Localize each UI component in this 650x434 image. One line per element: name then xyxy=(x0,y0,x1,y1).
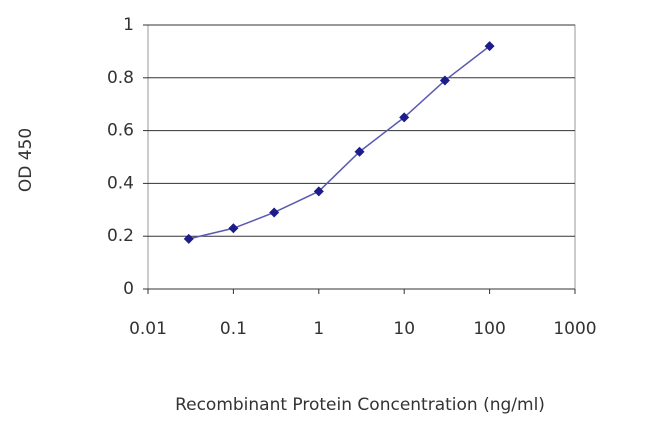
x-tick-label: 0.1 xyxy=(220,319,247,339)
x-axis-label: Recombinant Protein Concentration (ng/ml… xyxy=(175,395,545,415)
x-tick-label: 100 xyxy=(473,319,505,339)
marker xyxy=(183,233,194,244)
marker xyxy=(484,41,495,52)
y-tick-label: 1 xyxy=(123,15,134,35)
plot-area xyxy=(147,24,576,290)
x-tick-label: 1000 xyxy=(553,319,596,339)
y-axis-label: OD 450 xyxy=(16,128,36,192)
x-tick-label: 0.01 xyxy=(129,319,167,339)
marker xyxy=(228,223,239,234)
y-tick-label: 0.4 xyxy=(107,173,134,193)
y-tick-label: 0.6 xyxy=(107,121,134,141)
x-tick-label: 10 xyxy=(393,319,415,339)
marker xyxy=(399,112,410,123)
marker xyxy=(313,186,324,197)
marker xyxy=(439,75,450,86)
y-tick-label: 0.2 xyxy=(107,226,134,246)
marker xyxy=(269,207,280,218)
line xyxy=(188,45,491,240)
x-tick-label: 1 xyxy=(313,319,324,339)
marker xyxy=(354,146,365,157)
y-tick-label: 0.8 xyxy=(107,68,134,88)
y-tick-label: 0 xyxy=(123,279,134,299)
